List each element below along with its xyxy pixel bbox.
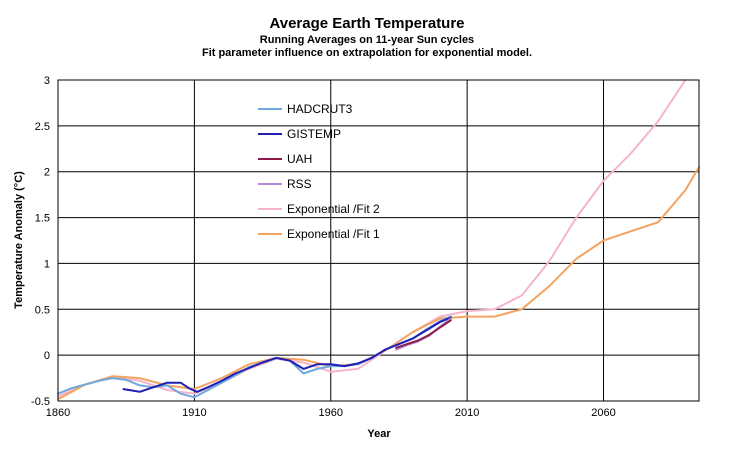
series-line-uah (395, 319, 452, 349)
y-tick-label: 3 (44, 75, 50, 87)
y-tick-label: 2 (44, 167, 50, 179)
chart-subtitle-line-1: Running Averages on 11-year Sun cycles (260, 34, 474, 46)
y-tick-label: 2.5 (35, 121, 50, 133)
y-tick-label: 0.5 (35, 304, 50, 316)
plot-area-border (57, 79, 700, 402)
x-axis-label: Year (367, 428, 391, 440)
legend-label-gistemp: GISTEMP (287, 127, 341, 141)
y-tick-label: 0 (44, 350, 50, 362)
series-line-exponential-fit-2 (57, 79, 687, 398)
x-tick-label: 2010 (455, 407, 479, 419)
y-tick-label: 1 (44, 258, 50, 270)
y-tick-label: 1.5 (35, 213, 50, 225)
y-tick-labels: -0.5 0 0.5 1 1.5 2 2.5 3 (31, 75, 50, 408)
x-tick-label: 1960 (319, 407, 343, 419)
chart-title: Average Earth Temperature (269, 15, 464, 32)
legend-label-exponential-fit-2: Exponential /Fit 2 (287, 202, 380, 216)
legend: HADCRUT3 GISTEMP UAH RSS Exponential /Fit 2 E… (258, 102, 380, 241)
x-tick-labels: 1860 1910 1960 2010 2060 (46, 407, 616, 419)
legend-label-exponential-fit-1: Exponential /Fit 1 (287, 227, 380, 241)
series-line-gistemp (122, 316, 452, 393)
series-layer (57, 79, 700, 401)
x-tick-label: 1910 (182, 407, 206, 419)
x-tick-label: 1860 (46, 407, 70, 419)
y-axis-label: Temperature Anomaly (°C) (13, 171, 25, 309)
legend-label-uah: UAH (287, 152, 312, 166)
x-tick-label: 2060 (591, 407, 615, 419)
y-tick-label: -0.5 (31, 396, 50, 408)
series-line-hadcrut3 (57, 315, 452, 399)
legend-label-hadcrut3: HADCRUT3 (287, 102, 353, 116)
chart-subtitle-line-2: Fit parameter influence on extrapolation… (202, 47, 532, 59)
legend-label-rss: RSS (287, 177, 312, 191)
